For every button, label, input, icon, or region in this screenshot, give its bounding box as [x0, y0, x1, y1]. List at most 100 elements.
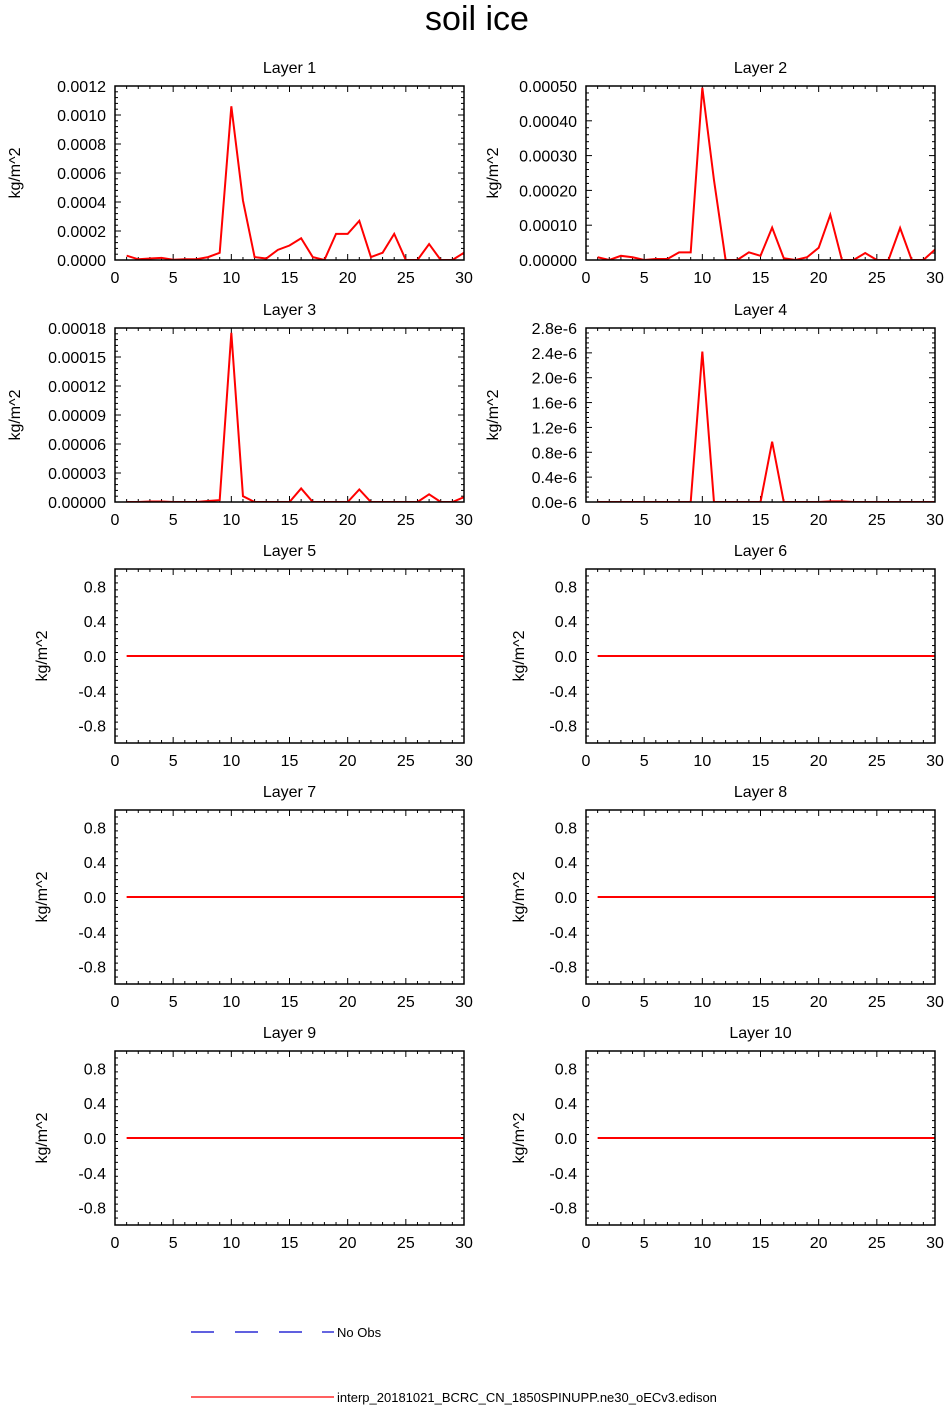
y-tick-label: -0.8 [78, 719, 106, 736]
panel-title: Layer 7 [263, 784, 316, 801]
y-tick-label: -0.4 [78, 684, 106, 701]
x-tick-label: 15 [752, 270, 770, 287]
x-tick-label: 25 [397, 753, 415, 770]
panel-layer-9: Layer 9 kg/m^2 0 5 10 15 20 25 30 -0.8 -0.4 0.0 0.4 0… [34, 1025, 473, 1252]
x-tick-label: 10 [693, 270, 711, 287]
y-axis-label: kg/m^2 [34, 871, 51, 922]
y-tick-label: 0.0 [84, 890, 106, 907]
y-tick-label: 0.0 [84, 649, 106, 666]
x-tick-label: 20 [810, 753, 828, 770]
x-tick-label: 10 [222, 753, 240, 770]
x-tick-label: 0 [111, 994, 120, 1011]
x-tick-label: 5 [169, 1235, 178, 1252]
y-tick-label: -0.8 [78, 1201, 106, 1218]
x-tick-label: 5 [169, 270, 178, 287]
x-tick-label: 20 [810, 270, 828, 287]
legend-label-model: interp_20181021_BCRC_CN_1850SPINUPP.ne30… [337, 1390, 717, 1405]
panel-title: Layer 5 [263, 543, 316, 560]
y-tick-label: 0.0008 [57, 137, 106, 154]
y-tick-label: 0.0 [555, 1131, 577, 1148]
y-axis-label: kg/m^2 [34, 1112, 51, 1163]
x-tick-label: 20 [810, 512, 828, 529]
y-tick-label: -0.8 [549, 1201, 577, 1218]
x-tick-label: 30 [455, 994, 473, 1011]
panel-title: Layer 2 [734, 60, 787, 77]
x-tick-label: 0 [111, 1235, 120, 1252]
x-tick-label: 15 [281, 512, 299, 529]
x-tick-label: 0 [582, 270, 591, 287]
x-tick-label: 30 [926, 1235, 944, 1252]
y-tick-label: 0.00040 [519, 114, 577, 131]
x-tick-label: 25 [397, 512, 415, 529]
y-tick-label: -0.4 [549, 684, 577, 701]
y-tick-label: 0.0004 [57, 195, 106, 212]
x-tick-label: 15 [281, 270, 299, 287]
y-tick-label: 0.8e-6 [532, 445, 577, 462]
y-tick-label: 0.4 [555, 1096, 577, 1113]
y-axis-label: kg/m^2 [34, 630, 51, 681]
y-tick-label: 0.00006 [48, 437, 106, 454]
x-tick-label: 30 [455, 1235, 473, 1252]
y-tick-label: 0.00020 [519, 183, 577, 200]
x-tick-label: 25 [397, 270, 415, 287]
x-tick-label: 5 [169, 512, 178, 529]
y-tick-label: 0.4 [84, 855, 106, 872]
x-tick-label: 10 [693, 994, 711, 1011]
plot-frame [114, 327, 465, 503]
y-axis-label: kg/m^2 [485, 147, 502, 198]
x-tick-label: 5 [640, 1235, 649, 1252]
y-tick-label: -0.8 [78, 960, 106, 977]
y-tick-label: 0.00050 [519, 79, 577, 96]
y-tick-label: -0.8 [549, 719, 577, 736]
y-tick-label: 0.00009 [48, 408, 106, 425]
plot-frame [585, 568, 936, 744]
x-tick-label: 10 [222, 1235, 240, 1252]
panel-title: Layer 4 [734, 302, 787, 319]
y-axis-label: kg/m^2 [7, 389, 24, 440]
y-tick-label: 0.0006 [57, 166, 106, 183]
x-tick-label: 5 [169, 994, 178, 1011]
y-tick-label: 0.00010 [519, 218, 577, 235]
y-tick-label: 0.00015 [48, 350, 106, 367]
y-tick-label: -0.4 [549, 925, 577, 942]
figure-title: soil ice [425, 0, 529, 38]
y-tick-label: 0.4 [84, 1096, 106, 1113]
x-tick-label: 5 [640, 753, 649, 770]
x-tick-label: 10 [222, 512, 240, 529]
series-line [597, 87, 935, 260]
x-tick-label: 15 [752, 512, 770, 529]
y-axis-label: kg/m^2 [511, 871, 528, 922]
plot-frame [585, 809, 936, 985]
y-tick-label: 0.0012 [57, 79, 106, 96]
y-tick-label: 0.8 [555, 579, 577, 596]
x-tick-label: 10 [693, 512, 711, 529]
y-tick-label: 0.00012 [48, 379, 106, 396]
x-tick-label: 30 [455, 753, 473, 770]
panel-title: Layer 9 [263, 1025, 316, 1042]
x-tick-label: 5 [169, 753, 178, 770]
y-axis-label: kg/m^2 [511, 1112, 528, 1163]
y-tick-label: 0.4 [555, 614, 577, 631]
x-tick-label: 0 [582, 512, 591, 529]
x-tick-label: 30 [455, 270, 473, 287]
y-tick-label: -0.8 [549, 960, 577, 977]
y-axis-label: kg/m^2 [7, 147, 24, 198]
x-tick-label: 15 [281, 994, 299, 1011]
x-tick-label: 0 [111, 753, 120, 770]
x-tick-label: 15 [281, 753, 299, 770]
y-tick-label: 0.00000 [48, 495, 106, 512]
x-tick-label: 30 [926, 994, 944, 1011]
y-axis-label: kg/m^2 [511, 630, 528, 681]
y-tick-label: 0.00000 [519, 253, 577, 270]
panel-layer-2: Layer 2 kg/m^2 0 5 10 15 20 25 30 0.00000 0.00010 0… [485, 60, 944, 287]
legend: No Obs interp_20181021_BCRC_CN_1850SPINUP… [191, 1325, 717, 1405]
x-tick-label: 30 [455, 512, 473, 529]
panel-title: Layer 8 [734, 784, 787, 801]
y-tick-label: 0.00018 [48, 321, 106, 338]
x-tick-label: 20 [810, 994, 828, 1011]
x-tick-label: 30 [926, 753, 944, 770]
y-tick-label: 0.0 [555, 649, 577, 666]
y-tick-label: 0.4 [555, 855, 577, 872]
plot-frame [585, 85, 936, 261]
y-tick-label: 0.0e-6 [532, 495, 577, 512]
